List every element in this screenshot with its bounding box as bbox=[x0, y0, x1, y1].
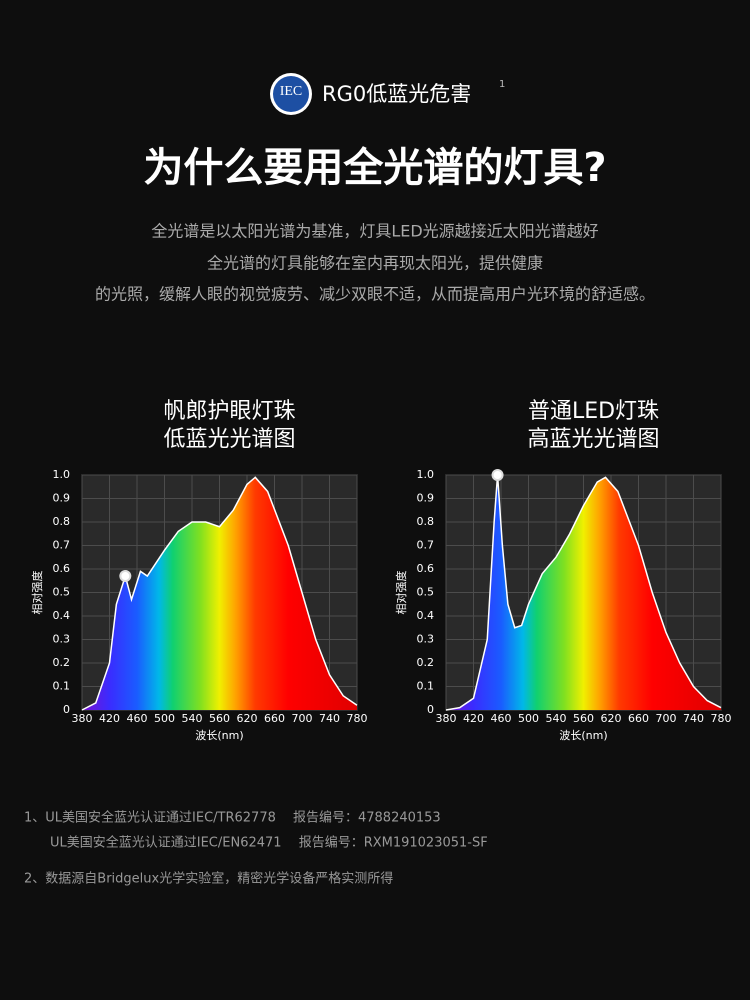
spectrum-area bbox=[446, 475, 721, 710]
y-tick-label: 0.7 bbox=[417, 539, 435, 552]
y-tick-label: 0.1 bbox=[417, 680, 435, 693]
y-tick-label: 0.6 bbox=[53, 562, 71, 575]
x-tick-label: 380 bbox=[436, 712, 457, 725]
y-tick-label: 0.5 bbox=[417, 586, 435, 599]
y-tick-label: 1.0 bbox=[417, 468, 435, 481]
description: 的光照，缓解人眼的视觉疲劳、减少双眼不适，从而提高用户光环境的舒适感。 bbox=[95, 285, 655, 304]
y-tick-label: 0.5 bbox=[53, 586, 71, 599]
x-tick-label: 560 bbox=[209, 712, 230, 725]
x-tick-label: 420 bbox=[463, 712, 484, 725]
x-axis-label: 波长(nm) bbox=[559, 729, 607, 742]
peak-marker bbox=[119, 570, 132, 583]
x-tick-label: 620 bbox=[237, 712, 258, 725]
y-tick-label: 0.2 bbox=[417, 656, 435, 669]
spectrum-line bbox=[81, 476, 358, 711]
chart-subtitle: 低蓝光光谱图 bbox=[163, 427, 295, 452]
y-tick-label: 0.9 bbox=[53, 492, 71, 505]
logo bbox=[273, 76, 309, 112]
chart-title: 普通LED灯珠 bbox=[528, 399, 659, 424]
y-tick-label: 0.8 bbox=[417, 515, 435, 528]
y-tick-label: 0.6 bbox=[417, 562, 435, 575]
footnote: 2、数据源自Bridgelux光学实验室，精密光学设备严格实测所得 bbox=[24, 871, 393, 887]
spectrum-line bbox=[445, 474, 722, 711]
y-tick-label: 0.7 bbox=[53, 539, 71, 552]
y-tick-label: 1.0 bbox=[53, 468, 71, 481]
y-tick-label: 0.4 bbox=[53, 609, 71, 622]
x-tick-label: 700 bbox=[656, 712, 677, 725]
y-tick-label: 0.8 bbox=[53, 515, 71, 528]
x-tick-label: 700 bbox=[292, 712, 313, 725]
peak-marker bbox=[491, 469, 504, 481]
spectrum-area bbox=[82, 477, 357, 710]
x-tick-label: 500 bbox=[518, 712, 539, 725]
x-axis-label: 波长(nm) bbox=[195, 729, 243, 742]
y-tick-label: 0.3 bbox=[417, 633, 435, 646]
y-axis-label: 相对强度 bbox=[30, 571, 44, 615]
y-tick-label: 0.4 bbox=[417, 609, 435, 622]
x-tick-label: 740 bbox=[683, 712, 704, 725]
x-tick-label: 540 bbox=[182, 712, 203, 725]
chart-title: 帆郎护眼灯珠 bbox=[163, 399, 295, 424]
y-tick-label: 0.2 bbox=[53, 656, 71, 669]
x-tick-label: 540 bbox=[546, 712, 567, 725]
description: 全光谱是以太阳光谱为基准，灯具LED光源越接近太阳光谱越好 bbox=[151, 222, 598, 241]
x-tick-label: 660 bbox=[628, 712, 649, 725]
header-note: 1 bbox=[499, 79, 505, 90]
x-tick-label: 460 bbox=[127, 712, 148, 725]
x-tick-label: 560 bbox=[573, 712, 594, 725]
x-tick-label: 780 bbox=[711, 712, 732, 725]
x-tick-label: 660 bbox=[264, 712, 285, 725]
x-tick-label: 460 bbox=[491, 712, 512, 725]
y-tick-label: 0.1 bbox=[53, 680, 71, 693]
logo-text: IEC bbox=[280, 84, 303, 99]
x-tick-label: 740 bbox=[319, 712, 340, 725]
x-tick-label: 380 bbox=[72, 712, 93, 725]
x-tick-label: 780 bbox=[347, 712, 368, 725]
footnote: UL美国安全蓝光认证通过IEC/EN62471 报告编号：RXM19102305… bbox=[50, 835, 488, 851]
title: 为什么要用全光谱的灯具? bbox=[143, 145, 606, 191]
y-tick-label: 0 bbox=[63, 703, 70, 716]
y-tick-label: 0.3 bbox=[53, 633, 71, 646]
chart-subtitle: 高蓝光光谱图 bbox=[527, 427, 659, 452]
y-axis-label: 相对强度 bbox=[394, 571, 408, 615]
header-label: RG0低蓝光危害 bbox=[322, 82, 471, 106]
x-tick-label: 420 bbox=[99, 712, 120, 725]
footnote: 1、UL美国安全蓝光认证通过IEC/TR62778 报告编号：478824015… bbox=[24, 810, 441, 826]
x-tick-label: 620 bbox=[601, 712, 622, 725]
y-tick-label: 0.9 bbox=[417, 492, 435, 505]
y-tick-label: 0 bbox=[427, 703, 434, 716]
description: 全光谱的灯具能够在室内再现太阳光，提供健康 bbox=[207, 254, 543, 273]
x-tick-label: 500 bbox=[154, 712, 175, 725]
